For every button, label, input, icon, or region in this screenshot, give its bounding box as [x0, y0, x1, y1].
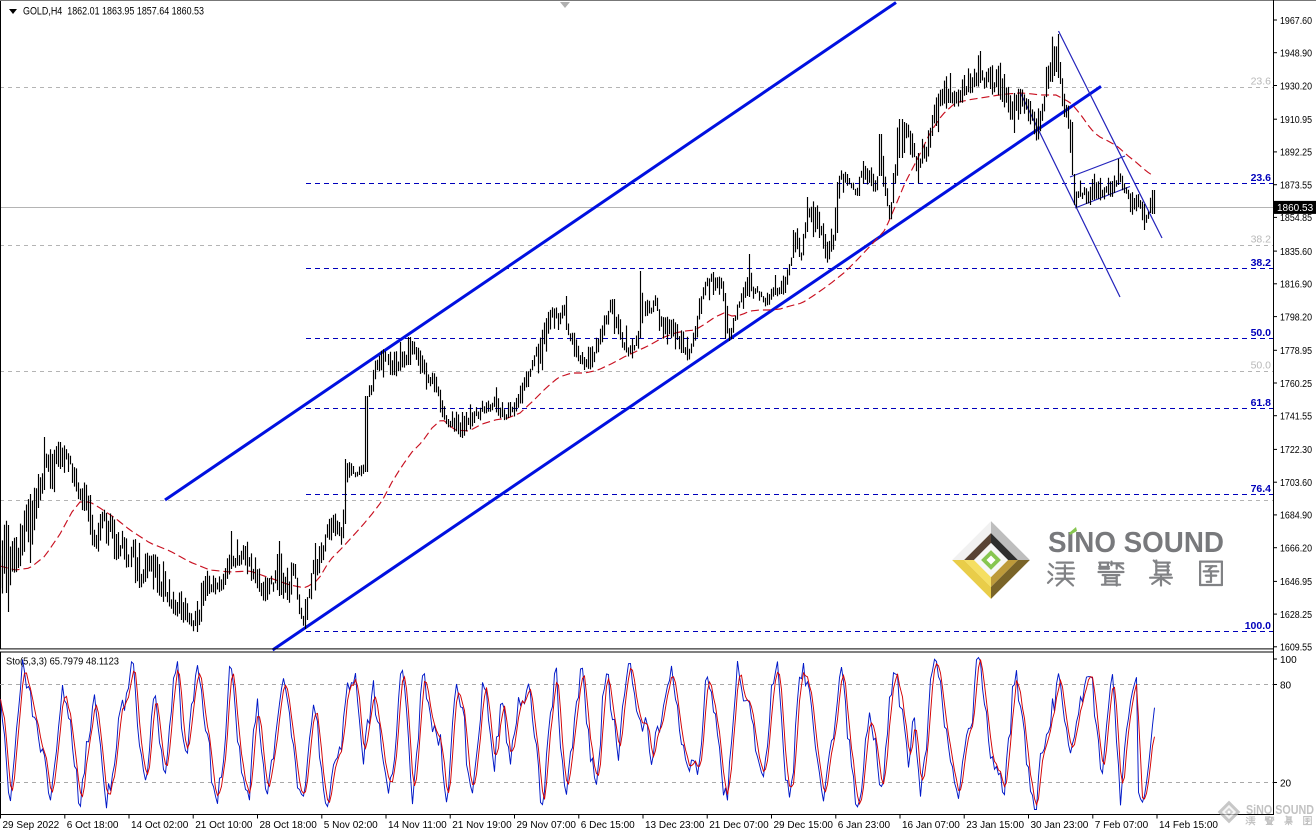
svg-text:38.2: 38.2 [1251, 257, 1272, 269]
svg-text:23.6: 23.6 [1251, 76, 1272, 88]
svg-text:100: 100 [1280, 655, 1297, 666]
svg-text:1873.55: 1873.55 [1280, 181, 1312, 192]
svg-text:1628.25: 1628.25 [1280, 610, 1312, 621]
svg-text:1948.90: 1948.90 [1280, 49, 1312, 60]
svg-text:28 Oct 18:00: 28 Oct 18:00 [260, 820, 318, 831]
svg-text:1722.30: 1722.30 [1280, 445, 1312, 456]
svg-text:21 Nov 19:00: 21 Nov 19:00 [452, 820, 512, 831]
svg-text:50.0: 50.0 [1251, 360, 1272, 372]
svg-text:1646.95: 1646.95 [1280, 577, 1312, 588]
svg-text:GOLD,H4 1862.01 1863.95 1857.: GOLD,H4 1862.01 1863.95 1857.64 1860.53 [23, 6, 204, 18]
svg-text:1835.60: 1835.60 [1280, 247, 1312, 258]
svg-text:5 Nov 02:00: 5 Nov 02:00 [324, 820, 378, 831]
svg-text:30 Jan 23:00: 30 Jan 23:00 [1031, 820, 1089, 831]
svg-text:1854.85: 1854.85 [1280, 213, 1312, 224]
svg-text:29 Nov 07:00: 29 Nov 07:00 [517, 820, 577, 831]
svg-text:1666.20: 1666.20 [1280, 544, 1312, 555]
svg-text:1892.25: 1892.25 [1280, 148, 1312, 159]
svg-text:13 Dec 23:00: 13 Dec 23:00 [645, 820, 705, 831]
svg-text:80: 80 [1280, 680, 1292, 691]
svg-text:61.8: 61.8 [1251, 397, 1272, 409]
svg-text:29 Sep 2022: 29 Sep 2022 [3, 820, 60, 831]
svg-text:6 Oct 18:00: 6 Oct 18:00 [67, 820, 119, 831]
svg-text:Sto(5,3,3) 65.7979 48.1123: Sto(5,3,3) 65.7979 48.1123 [6, 656, 119, 668]
svg-text:38.2: 38.2 [1251, 234, 1272, 246]
svg-text:16 Jan 07:00: 16 Jan 07:00 [902, 820, 960, 831]
svg-text:14 Feb 15:00: 14 Feb 15:00 [1159, 820, 1218, 831]
svg-text:50.0: 50.0 [1251, 327, 1272, 339]
svg-text:1930.20: 1930.20 [1280, 81, 1312, 92]
svg-text:29 Dec 15:00: 29 Dec 15:00 [774, 820, 834, 831]
svg-text:1860.53: 1860.53 [1277, 203, 1314, 214]
svg-text:6 Jan 23:00: 6 Jan 23:00 [838, 820, 891, 831]
svg-text:7 Feb 07:00: 7 Feb 07:00 [1095, 820, 1149, 831]
svg-text:76.4: 76.4 [1251, 483, 1272, 495]
svg-text:1967.60: 1967.60 [1280, 16, 1312, 27]
svg-text:6 Dec 15:00: 6 Dec 15:00 [581, 820, 635, 831]
svg-text:23.6: 23.6 [1251, 172, 1272, 184]
svg-text:1741.55: 1741.55 [1280, 412, 1312, 423]
svg-text:1798.20: 1798.20 [1280, 312, 1312, 323]
svg-text:SiNO SOUND: SiNO SOUND [1246, 802, 1314, 817]
svg-text:1703.60: 1703.60 [1280, 478, 1312, 489]
svg-text:14 Oct 02:00: 14 Oct 02:00 [131, 820, 189, 831]
svg-text:1816.90: 1816.90 [1280, 280, 1312, 291]
svg-text:1778.95: 1778.95 [1280, 346, 1312, 357]
svg-text:1760.25: 1760.25 [1280, 379, 1312, 390]
svg-text:SINO SOUND: SINO SOUND [1048, 527, 1224, 559]
svg-text:23 Jan 15:00: 23 Jan 15:00 [966, 820, 1024, 831]
svg-text:1910.95: 1910.95 [1280, 115, 1312, 126]
svg-text:21 Oct 10:00: 21 Oct 10:00 [195, 820, 253, 831]
svg-text:1684.90: 1684.90 [1280, 511, 1312, 522]
svg-text:100.0: 100.0 [1245, 620, 1271, 632]
svg-text:1609.55: 1609.55 [1280, 643, 1312, 654]
svg-text:20: 20 [1280, 778, 1292, 789]
svg-text:21 Dec 07:00: 21 Dec 07:00 [709, 820, 769, 831]
svg-text:14 Nov 11:00: 14 Nov 11:00 [388, 820, 447, 831]
